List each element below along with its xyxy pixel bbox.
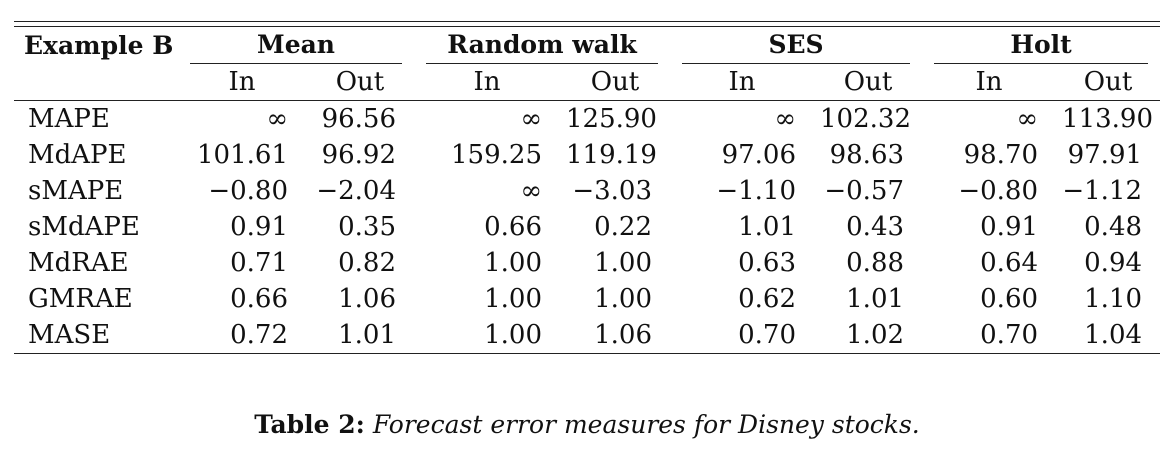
subheader-out: Out (843, 67, 893, 97)
table-cell: ∞ (670, 100, 815, 137)
table-cell: ∞ (178, 100, 306, 137)
table-cell: 113.90 (1056, 100, 1161, 137)
error-measures-table: Example B Mean Random walk SES Holt In O… (14, 21, 1161, 354)
table-cell: 1.00 (484, 284, 542, 314)
caption-label: Table 2: (254, 410, 365, 439)
table-cell: 0.70 (670, 317, 815, 354)
table-cell: 0.43 (846, 212, 905, 242)
table-cell: 0.48 (1084, 212, 1143, 242)
table-container: Example B Mean Random walk SES Holt In O… (14, 21, 1161, 354)
table-cell: 0.66 (484, 212, 542, 242)
corner-header: Example B (24, 30, 174, 60)
table-row: MASE 0.72 1.01 1.00 1.06 0.70 1.02 0.70 1.04 (14, 317, 1161, 354)
table-cell: 0.91 (230, 212, 288, 242)
table-cell: 0.63 (738, 248, 797, 278)
table-cell: −1.12 (1062, 176, 1143, 206)
table-cell: 1.00 (484, 248, 542, 278)
table-body: MAPE ∞ 96.56 ∞ 125.90 ∞ 102.32 ∞ 113.90 MdAPE 101.… (14, 100, 1161, 354)
table-cell: 0.70 (922, 317, 1057, 354)
table-cell: 0.91 (980, 212, 1039, 242)
row-label: MdRAE (28, 248, 129, 278)
table-cell: 98.70 (963, 140, 1039, 170)
table-cell: 1.00 (594, 248, 653, 278)
table-cell: 1.06 (338, 284, 396, 314)
group-header-mean: Mean (178, 21, 414, 64)
table-cell: 1.06 (560, 317, 671, 354)
table-caption: Table 2: Forecast error measures for Dis… (0, 410, 1174, 439)
table-row: MdAPE 101.61 96.92 159.25 119.19 97.06 98.63 98… (14, 137, 1160, 173)
table-cell: 1.01 (738, 212, 797, 242)
table-cell: 96.92 (321, 140, 396, 170)
subheader-in: In (975, 67, 1003, 97)
table-row: sMAPE −0.80 −2.04 ∞ −3.03 −1.10 −0.57 −0.80 −1.1… (14, 173, 1160, 209)
row-label: sMdAPE (28, 212, 140, 242)
table-cell: −1.10 (716, 176, 797, 206)
subheader-in: In (728, 67, 756, 97)
table-cell: −3.03 (572, 176, 653, 206)
table-cell: 97.91 (1067, 140, 1143, 170)
table-cell: 0.66 (230, 284, 288, 314)
table-cell: 0.64 (980, 248, 1039, 278)
table-cell: 0.62 (738, 284, 797, 314)
table-cell: 0.22 (594, 212, 653, 242)
table-cell: 101.61 (197, 140, 288, 170)
top-rule (14, 21, 1160, 27)
table-cell: 1.04 (1056, 317, 1161, 354)
table-row: GMRAE 0.66 1.06 1.00 1.00 0.62 1.01 0.60 1.10 (14, 281, 1160, 317)
table-cell: −2.04 (316, 176, 396, 206)
subheader-blank (14, 64, 178, 101)
table-cell: 0.82 (338, 248, 396, 278)
table-cell: 1.01 (306, 317, 414, 354)
table-cell: ∞ (414, 100, 560, 137)
subheader-out: Out (335, 67, 385, 97)
subheader-row: In Out In Out In Out In Out (14, 64, 1160, 101)
table-cell: −0.57 (824, 176, 905, 206)
table-cell: 0.35 (338, 212, 396, 242)
table-cell: 1.00 (414, 317, 560, 354)
table-cell: 0.72 (178, 317, 306, 354)
table-cell: 1.10 (1084, 284, 1143, 314)
table-cell: 97.06 (721, 140, 797, 170)
row-label: MdAPE (28, 140, 127, 170)
row-label: GMRAE (28, 284, 133, 314)
table-cell: ∞ (922, 100, 1057, 137)
subheader-out: Out (1083, 67, 1133, 97)
table-cell: 1.02 (814, 317, 923, 354)
row-label: MASE (14, 317, 178, 354)
subheader-out: Out (590, 67, 640, 97)
row-label: MAPE (14, 100, 178, 137)
table-cell: −0.80 (208, 176, 288, 206)
subheader-in: In (228, 67, 256, 97)
table-row: MdRAE 0.71 0.82 1.00 1.00 0.63 0.88 0.64 0.94 (14, 245, 1160, 281)
table-cell: 1.00 (594, 284, 653, 314)
table-cell: 96.56 (306, 100, 414, 137)
caption-text: Forecast error measures for Disney stock… (372, 410, 920, 439)
group-header-ses: SES (670, 21, 922, 64)
subheader-in: In (473, 67, 501, 97)
table-cell: 159.25 (451, 140, 542, 170)
table-row: sMdAPE 0.91 0.35 0.66 0.22 1.01 0.43 0.91 0.48 (14, 209, 1160, 245)
group-header-random-walk: Random walk (414, 21, 670, 64)
table-cell: −0.80 (958, 176, 1039, 206)
table-cell: 0.60 (980, 284, 1039, 314)
table-cell: 1.01 (846, 284, 905, 314)
table-cell: 0.71 (230, 248, 288, 278)
table-cell: 119.19 (566, 140, 657, 170)
table-cell: ∞ (520, 176, 542, 206)
table-cell: 125.90 (560, 100, 671, 137)
row-label: sMAPE (28, 176, 124, 206)
table-cell: 102.32 (814, 100, 923, 137)
table-cell: 0.94 (1084, 248, 1143, 278)
table-row: MAPE ∞ 96.56 ∞ 125.90 ∞ 102.32 ∞ 113.90 (14, 100, 1161, 137)
table-cell: 0.88 (846, 248, 905, 278)
group-header-holt: Holt (922, 21, 1160, 64)
table-cell: 98.63 (829, 140, 905, 170)
